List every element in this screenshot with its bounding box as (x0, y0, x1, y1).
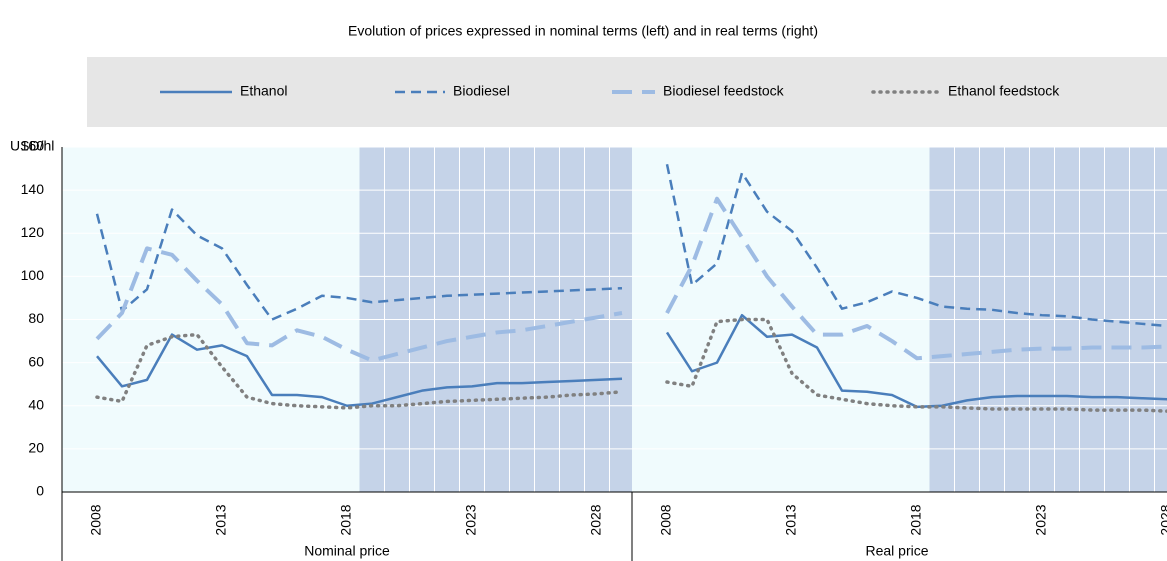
y-tick-label: 80 (28, 310, 44, 326)
series-line (665, 196, 1167, 361)
chart-title: Evolution of prices expressed in nominal… (348, 23, 818, 39)
x-tick-label: 2008 (88, 504, 104, 535)
x-tick-label: 2013 (213, 504, 229, 535)
legend-label: Ethanol feedstock (948, 83, 1060, 99)
x-tick-label: 2028 (1158, 504, 1167, 535)
series-line (665, 163, 1167, 328)
x-tick-label: 2023 (463, 504, 479, 535)
y-axis-label: USD/hl (10, 138, 54, 154)
legend-label: Biodiesel feedstock (663, 83, 785, 99)
legend-label: Biodiesel (453, 83, 510, 99)
series-line (95, 332, 624, 410)
panel-label: Real price (865, 543, 928, 559)
y-tick-label: 140 (21, 181, 45, 197)
series-line (95, 246, 623, 363)
panel-label: Nominal price (304, 543, 390, 559)
series-line (665, 317, 1167, 413)
x-tick-label: 2008 (658, 504, 674, 535)
y-tick-label: 120 (21, 224, 45, 240)
y-tick-label: 160 (21, 138, 45, 154)
x-tick-label: 2018 (908, 504, 924, 535)
series-line (96, 333, 623, 407)
y-tick-label: 40 (28, 396, 44, 412)
x-tick-label: 2028 (588, 504, 604, 535)
x-tick-label: 2018 (338, 504, 354, 535)
y-tick-label: 60 (28, 353, 44, 369)
y-tick-label: 0 (36, 483, 44, 499)
x-tick-label: 2013 (783, 504, 799, 535)
y-tick-label: 20 (28, 440, 44, 456)
x-tick-label: 2023 (1033, 504, 1049, 535)
y-tick-label: 100 (21, 267, 45, 283)
legend-label: Ethanol (240, 83, 287, 99)
